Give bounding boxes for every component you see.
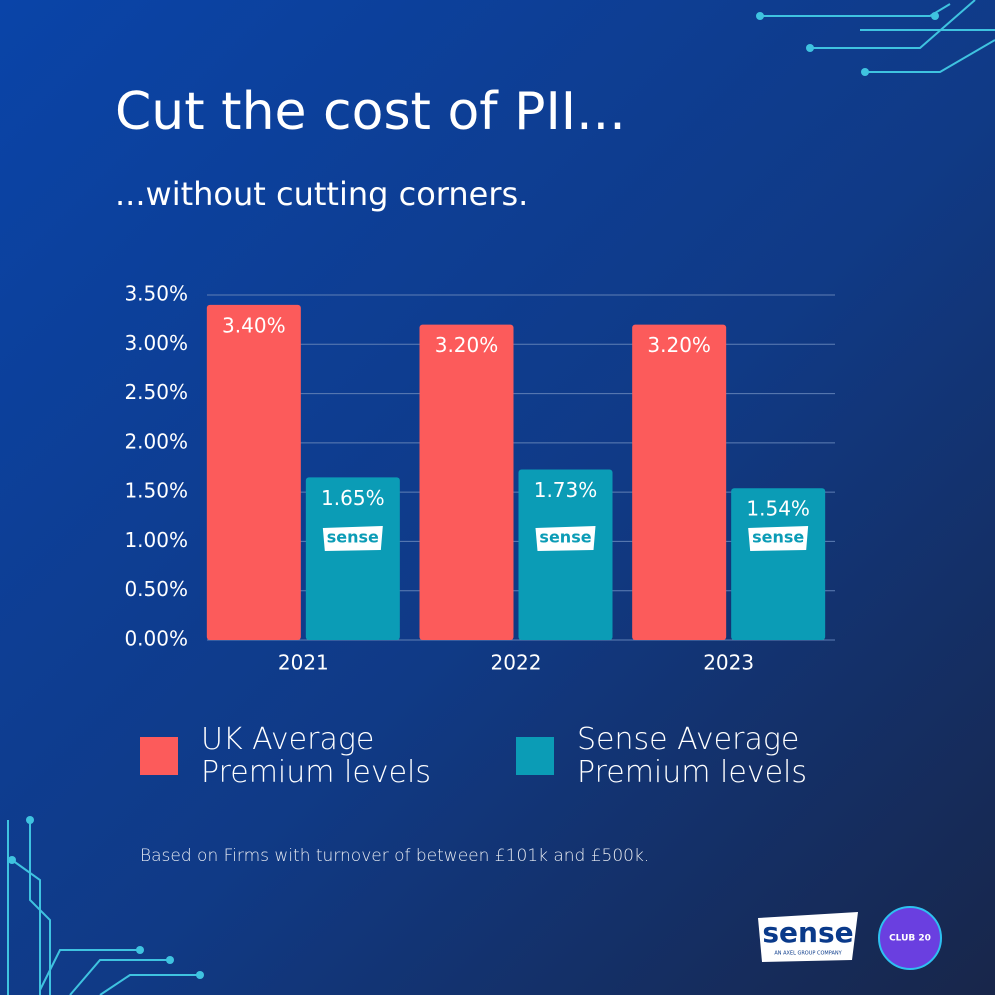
footer-logo: sense AN AXEL GROUP COMPANY CLUB 20 xyxy=(758,906,942,970)
x-tick-label: 2023 xyxy=(703,651,754,675)
bar-logo: sense xyxy=(752,528,804,547)
bar-logo: sense xyxy=(539,528,591,547)
y-tick-label: 2.50% xyxy=(124,380,188,404)
badge-text: CLUB 20 xyxy=(889,934,931,944)
legend-label: Sense Average Premium levels xyxy=(577,723,807,790)
bar-logo-shape xyxy=(535,526,596,551)
logo-brand: sense xyxy=(762,916,853,949)
x-tick-label: 2021 xyxy=(278,651,329,675)
y-tick-label: 0.00% xyxy=(124,627,188,651)
bar xyxy=(206,304,301,640)
circuit-decoration xyxy=(7,0,995,995)
data-label: 3.40% xyxy=(222,313,286,337)
legend-label: UK Average Premium levels xyxy=(201,723,431,790)
legend-entry: Sense Average Premium levels xyxy=(577,723,807,790)
data-label: 3.20% xyxy=(435,333,499,357)
legend-swatch xyxy=(140,737,178,775)
bar-logo-shape xyxy=(748,526,809,551)
bar-logo: sense xyxy=(327,528,379,547)
badge xyxy=(878,906,942,970)
x-tick-label: 2022 xyxy=(491,651,542,675)
data-label: 1.73% xyxy=(534,478,598,502)
y-tick-label: 0.50% xyxy=(124,577,188,601)
bar xyxy=(731,488,826,640)
circuit-nodes xyxy=(8,12,939,979)
bar xyxy=(305,477,400,640)
chart-title: Cut the cost of PII... xyxy=(115,82,626,142)
logo-shape xyxy=(758,912,858,962)
chart-subtitle: ...without cutting corners. xyxy=(115,175,528,213)
legend-entry: UK Average Premium levels xyxy=(201,723,431,790)
y-tick-label: 2.00% xyxy=(124,429,188,453)
bar-logo-shape xyxy=(322,526,383,551)
bar xyxy=(632,324,727,640)
y-tick-label: 1.50% xyxy=(124,479,188,503)
logo-tagline: AN AXEL GROUP COMPANY xyxy=(774,951,842,957)
data-label: 1.54% xyxy=(746,497,810,521)
data-label: 1.65% xyxy=(321,486,385,510)
bar xyxy=(419,324,514,640)
bar xyxy=(518,469,613,640)
y-tick-label: 3.50% xyxy=(124,282,188,306)
y-tick-label: 3.00% xyxy=(124,331,188,355)
data-label: 3.20% xyxy=(647,333,711,357)
legend-swatch xyxy=(516,737,554,775)
footnote: Based on Firms with turnover of between … xyxy=(140,846,649,866)
y-tick-label: 1.00% xyxy=(124,528,188,552)
